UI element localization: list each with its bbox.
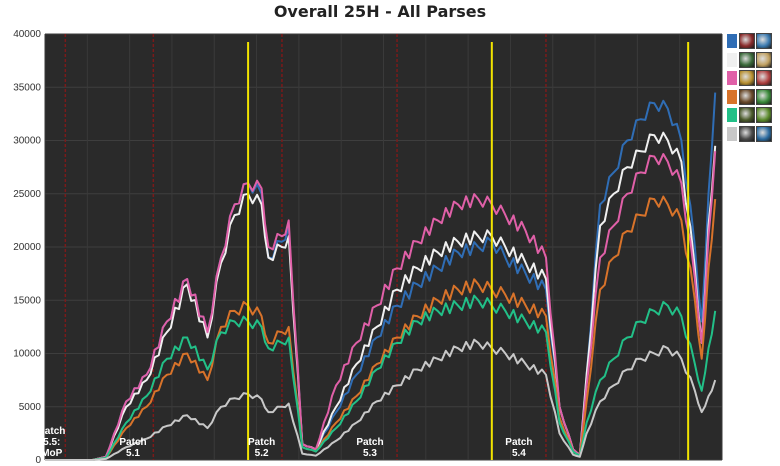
patch-label: Patch <box>248 437 275 448</box>
series-line-1 <box>45 131 717 461</box>
patch-label: Patch <box>38 426 65 437</box>
patch-label: MoP <box>41 448 62 459</box>
legend-swatch <box>727 52 737 67</box>
y-tick-label: 25000 <box>13 189 41 200</box>
patch-label: Patch <box>356 437 383 448</box>
warrior-arms-icon <box>756 125 772 142</box>
y-tick-label: 15000 <box>13 295 41 306</box>
legend-swatch <box>727 126 737 141</box>
legend-row <box>727 69 777 88</box>
legend <box>727 32 777 143</box>
y-tick-label: 20000 <box>13 242 41 253</box>
legend-swatch <box>727 71 737 86</box>
y-tick-label: 10000 <box>13 349 41 360</box>
warrior-fury-icon <box>739 125 755 142</box>
feral-icon <box>756 88 772 105</box>
legend-row <box>727 51 777 70</box>
y-axis-ticks: 0 5000 10000 15000 20000 25000 30000 35000 40000 <box>13 29 41 466</box>
legend-swatch <box>727 108 737 123</box>
retribution-icon <box>739 70 755 87</box>
legend-row <box>727 88 777 107</box>
guardian-icon <box>739 88 755 105</box>
blood-dk-icon <box>739 33 755 50</box>
yellow-vertical-lines <box>247 42 690 460</box>
series-line-2 <box>45 151 717 461</box>
series-group <box>45 92 717 461</box>
legend-row <box>727 125 777 144</box>
legend-swatch <box>727 34 737 49</box>
gridlines <box>44 33 723 461</box>
protection-icon <box>756 70 772 87</box>
series-line-3 <box>45 195 717 461</box>
frost-dk-icon <box>756 33 772 50</box>
series-line-4 <box>45 294 717 461</box>
patch-label: 5.2 <box>255 448 269 459</box>
y-tick-label: 0 <box>35 455 41 466</box>
brewmaster-icon <box>739 51 755 68</box>
y-tick-label: 5000 <box>19 402 42 413</box>
patch-labels: Patch5.5:MoPPatch5.1Patch5.2Patch5.3Patc… <box>38 426 532 459</box>
y-tick-label: 35000 <box>13 82 41 93</box>
series-line-5 <box>45 338 717 461</box>
y-tick-label: 40000 <box>13 29 41 40</box>
windwalker-icon <box>756 51 772 68</box>
patch-label: 5.5: <box>43 437 60 448</box>
legend-row <box>727 32 777 51</box>
patch-label: 5.1 <box>126 448 140 459</box>
legend-row <box>727 106 777 125</box>
y-tick-label: 30000 <box>13 136 41 147</box>
chart-title: Overall 25H - All Parses <box>273 2 487 21</box>
patch-label: 5.4 <box>512 448 526 459</box>
patch-label: Patch <box>505 437 532 448</box>
patch-label: 5.3 <box>363 448 377 459</box>
enhancement-icon <box>739 107 755 124</box>
restoration-icon <box>756 107 772 124</box>
patch-label: Patch <box>119 437 146 448</box>
legend-swatch <box>727 89 737 104</box>
